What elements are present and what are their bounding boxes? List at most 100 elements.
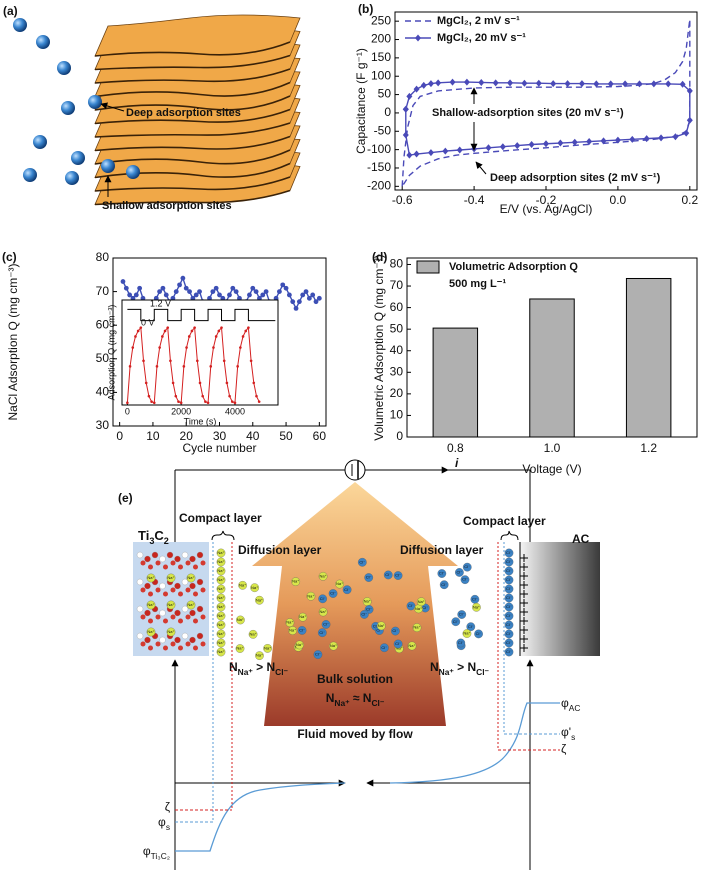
marker [492, 79, 499, 87]
ion [61, 101, 75, 115]
x-tick-label: 0 [125, 406, 130, 416]
y-tick-label: 30 [96, 418, 110, 432]
atom [163, 618, 168, 624]
ion [216, 584, 226, 594]
ion [504, 647, 514, 657]
text-part: Cl⁻ [371, 698, 384, 708]
ion-label: Na⁺ [167, 602, 174, 607]
x-tick-label: 30 [213, 429, 227, 443]
ion [357, 557, 367, 567]
x-tick-label: -0.6 [392, 193, 413, 207]
x-tick-label: 0.0 [610, 193, 627, 207]
ion [236, 615, 245, 625]
text-part: AC [569, 703, 581, 713]
marker [210, 289, 216, 294]
marker [197, 289, 202, 294]
atom [136, 605, 144, 613]
marker [303, 289, 309, 294]
marker [142, 359, 145, 363]
ion [504, 557, 514, 567]
atom [181, 632, 189, 640]
ion-label: Cl⁻ [506, 604, 512, 609]
electrode [520, 542, 600, 656]
marker [300, 292, 306, 298]
text-part: s [166, 822, 170, 832]
marker [427, 80, 434, 88]
y-tick-label: 80 [390, 257, 404, 271]
ion-label: Cl⁻ [319, 630, 325, 635]
ion [504, 575, 514, 585]
ion [216, 647, 226, 657]
marker [313, 299, 319, 305]
marker [144, 381, 148, 385]
atom [140, 560, 146, 566]
atom [193, 618, 198, 624]
ion-label: Na⁺ [217, 550, 224, 555]
ion-label: Cl⁻ [472, 596, 478, 601]
marker [290, 299, 296, 305]
y-tick-label: 60 [96, 317, 110, 331]
atom [148, 564, 153, 570]
ion [288, 626, 297, 635]
marker [402, 105, 409, 113]
ion-label: Cl⁻ [330, 591, 336, 596]
atom [181, 605, 189, 613]
x-tick-label: 1.0 [544, 441, 561, 455]
marker [499, 143, 506, 151]
ion-label: Cl⁻ [320, 596, 326, 601]
ion-label: Na⁺ [463, 631, 470, 636]
arrow [100, 102, 125, 112]
marker [607, 80, 614, 88]
annotation: Deep adsorption sites [126, 107, 241, 119]
x-tick-label: 50 [279, 429, 293, 443]
atom [170, 641, 176, 647]
ion [451, 617, 461, 627]
y-tick-label: 100 [371, 68, 391, 82]
atom [170, 587, 176, 593]
ion-label: Na⁺ [336, 581, 343, 586]
y-tick-label: 20 [390, 386, 404, 400]
ion-label: Cl⁻ [456, 570, 462, 575]
sheet-edge [94, 108, 291, 125]
marker [557, 139, 564, 147]
marker [485, 144, 492, 152]
ion [360, 610, 369, 619]
y-tick-label: -50 [374, 123, 392, 137]
marker [241, 335, 245, 338]
text-part: s [571, 732, 575, 742]
ion [13, 18, 27, 32]
ion-label: Cl⁻ [506, 613, 512, 618]
panel-label: (a) [3, 4, 18, 18]
ion [216, 611, 226, 621]
sheet-edge [94, 54, 291, 71]
ion-label: Na⁺ [264, 645, 271, 650]
ion [298, 612, 308, 622]
atom [144, 636, 151, 644]
atom [178, 564, 183, 570]
ion [65, 171, 79, 185]
ion-label: Cl⁻ [506, 550, 512, 555]
atom [155, 560, 161, 566]
atom [189, 582, 196, 590]
series-line [401, 19, 691, 187]
ion-label: Na⁺ [217, 595, 224, 600]
layer-label: Compact layer [463, 514, 546, 528]
ion [407, 641, 417, 651]
marker [247, 292, 252, 298]
ion-label: Na⁺ [289, 628, 296, 633]
ion [455, 568, 464, 577]
ion [186, 600, 196, 610]
marker [150, 400, 153, 403]
atom [178, 591, 183, 597]
ion [166, 600, 176, 610]
y-tick-label: 200 [371, 32, 391, 46]
ion [329, 641, 338, 651]
atom [174, 555, 181, 563]
ion [297, 626, 307, 635]
marker [686, 116, 693, 124]
ion-label: Cl⁻ [464, 564, 470, 569]
ion [504, 593, 514, 603]
atom [185, 614, 191, 620]
x-tick-label: 1.2 [640, 441, 657, 455]
ion-label: Cl⁻ [506, 568, 512, 573]
